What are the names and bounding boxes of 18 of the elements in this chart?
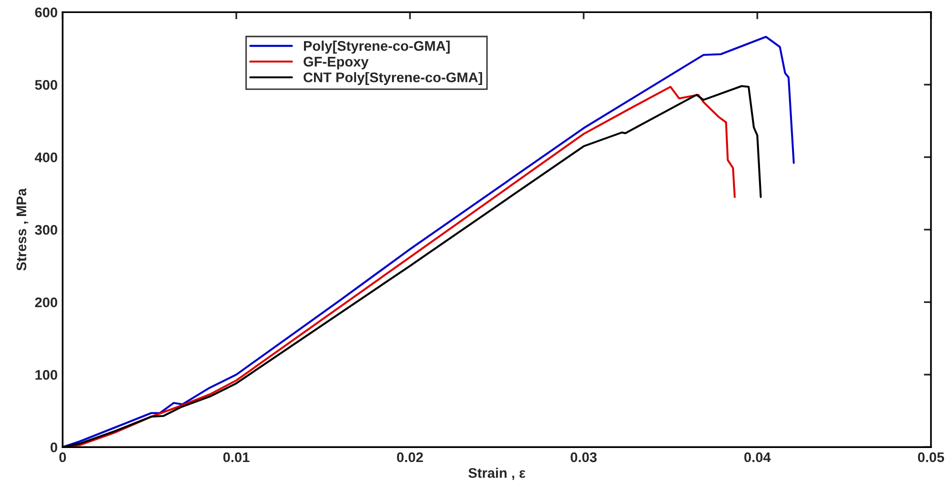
x-tick-label: 0.01 (223, 452, 250, 462)
y-tick-label: 600 (35, 7, 58, 18)
y-axis-title: Stress , MPa (16, 188, 28, 271)
x-axis-title: Strain , ε (468, 468, 526, 480)
x-tick-label: 0.03 (570, 452, 597, 462)
y-tick-label: 400 (34, 152, 58, 162)
y-tick-label: 100 (35, 370, 58, 380)
y-tick-label: 500 (35, 80, 58, 90)
x-tick-label: 0.05 (918, 452, 944, 462)
x-tick-label: 0 (59, 452, 66, 462)
x-tick-label: 0.04 (744, 452, 771, 462)
legend-label: GF-Epoxy (304, 56, 369, 70)
x-tick-label: 0.02 (397, 452, 423, 462)
y-tick-label: 200 (35, 297, 58, 308)
legend-label: CNT Poly[Styrene-co-GMA] (304, 72, 482, 86)
y-tick-label: 0 (50, 442, 58, 452)
y-tick-label: 300 (34, 224, 58, 235)
legend-label: Poly[Styrene-co-GMA] (304, 40, 450, 54)
